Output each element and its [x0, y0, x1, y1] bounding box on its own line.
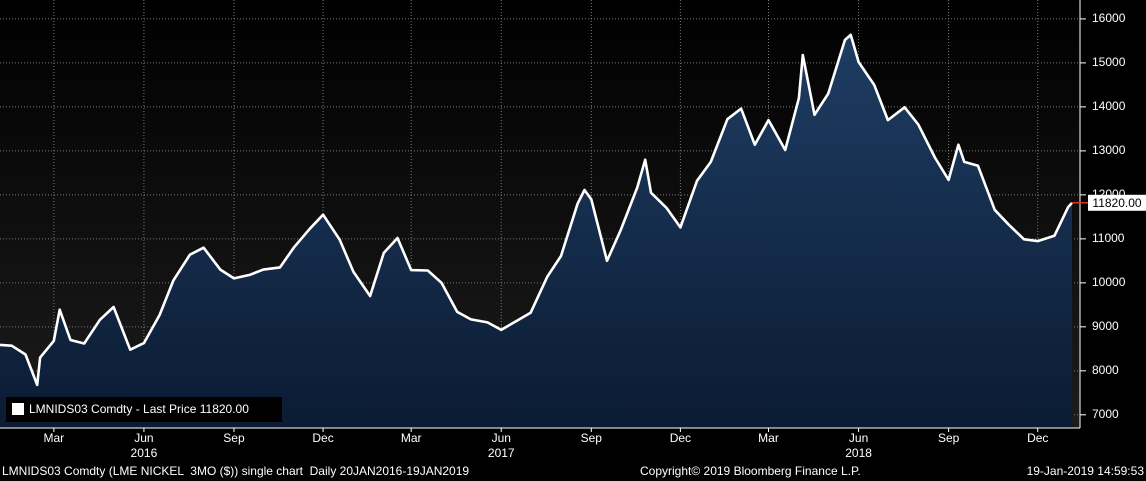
y-tick-label: 8000: [1092, 363, 1119, 377]
x-tick-label: Sep: [223, 431, 245, 445]
x-tick-label: Mar: [758, 431, 779, 445]
footer-left: LMNIDS03 Comdty (LME NICKEL 3MO ($)) sin…: [2, 464, 469, 478]
x-year-label: 2017: [488, 446, 515, 460]
y-tick-label: 10000: [1092, 275, 1126, 289]
legend-series: LMNIDS03 Comdty - Last Price: [29, 402, 197, 416]
x-tick-label: Jun: [849, 431, 868, 445]
data: [0, 33, 1073, 429]
legend-label: LMNIDS03 Comdty - Last Price 11820.00: [29, 402, 249, 416]
y-tick-label: 16000: [1092, 11, 1126, 25]
x-year-label: 2016: [131, 446, 158, 460]
x-year-label: 2018: [845, 446, 872, 460]
footer-right: 19-Jan-2019 14:59:53: [1027, 464, 1145, 478]
x-tick-label: Mar: [44, 431, 65, 445]
x-tick-label: Sep: [938, 431, 960, 445]
y-tick-label: 14000: [1092, 99, 1126, 113]
last-price-label: 11820.00: [1092, 196, 1141, 210]
x-tick-label: Sep: [581, 431, 603, 445]
y-tick-label: 7000: [1092, 407, 1119, 421]
x-tick-label: Dec: [670, 431, 691, 445]
x-tick-label: Jun: [492, 431, 511, 445]
legend-box: [6, 397, 282, 422]
area: [0, 34, 1072, 429]
legend-swatch: [12, 403, 24, 415]
legend-last: 11820.00: [200, 402, 249, 416]
axes: 7000800090001000011000120001300014000150…: [44, 11, 1146, 460]
footer-center: Copyright© 2019 Bloomberg Finance L.P.: [640, 464, 861, 478]
y-tick-label: 11000: [1092, 231, 1125, 245]
x-tick-label: Dec: [1027, 431, 1048, 445]
y-tick-label: 9000: [1092, 319, 1119, 333]
x-tick-label: Mar: [401, 431, 422, 445]
line: [0, 33, 1073, 387]
x-tick-label: Dec: [312, 431, 333, 445]
y-tick-label: 13000: [1092, 143, 1126, 157]
y-tick-label: 15000: [1092, 55, 1126, 69]
last-price-tag: [1088, 194, 1146, 211]
x-tick-label: Jun: [134, 431, 153, 445]
